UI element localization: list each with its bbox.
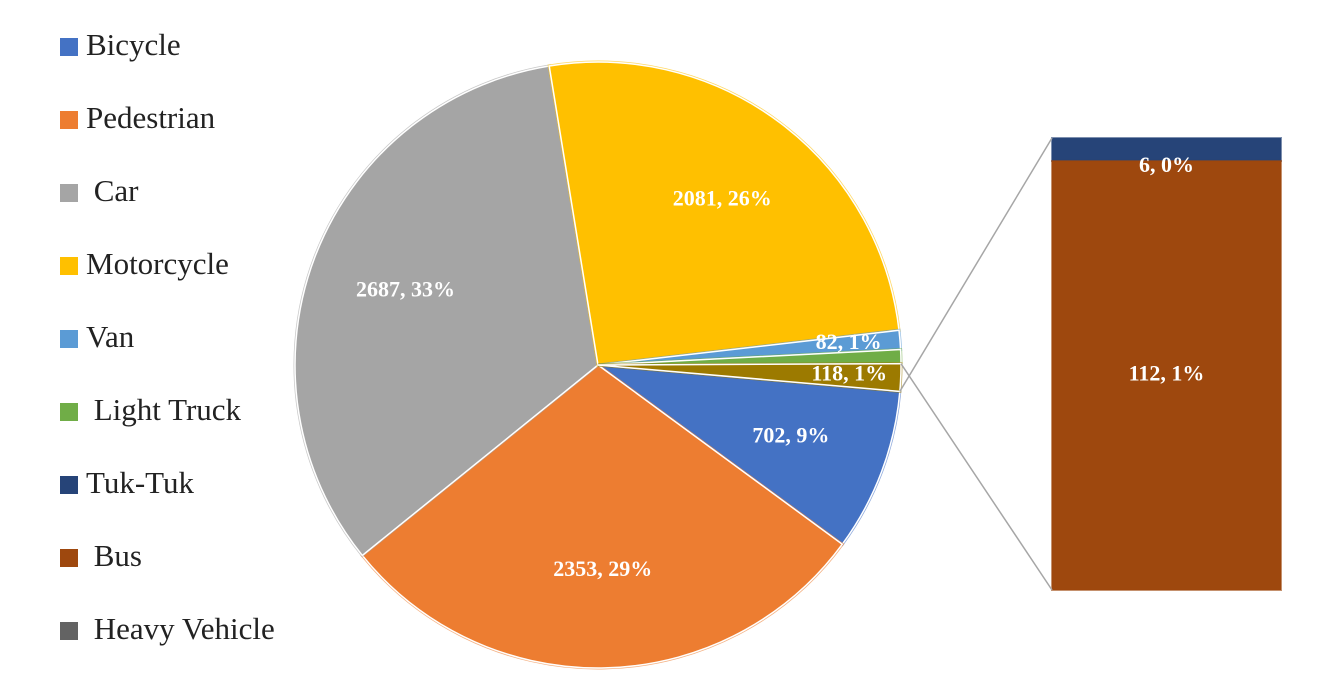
data-label: 2353, 29% bbox=[553, 556, 652, 581]
data-label: 82, 1% bbox=[816, 329, 882, 354]
legend-swatch bbox=[60, 622, 78, 640]
legend-label: Bicycle bbox=[86, 27, 181, 62]
pie-slice bbox=[547, 60, 901, 367]
legend-label: Bus bbox=[86, 538, 142, 573]
legend-swatch bbox=[60, 184, 78, 202]
legend-label: Van bbox=[86, 319, 135, 354]
legend-label: Pedestrian bbox=[86, 100, 216, 135]
connector-line bbox=[900, 363, 1053, 591]
data-label: 6, 0% bbox=[1139, 152, 1194, 177]
data-label: 702, 9% bbox=[752, 423, 829, 448]
data-label: 2687, 33% bbox=[356, 277, 455, 302]
legend-swatch bbox=[60, 38, 78, 56]
slice-edge bbox=[595, 364, 901, 546]
legend-label: Heavy Vehicle bbox=[86, 611, 275, 646]
legend-label: Car bbox=[86, 173, 139, 208]
slice-edge bbox=[361, 364, 844, 669]
bar-segment bbox=[1051, 159, 1282, 591]
data-label: 118, 1% bbox=[811, 360, 887, 385]
legend-swatch bbox=[60, 111, 78, 129]
legend-label: Motorcycle bbox=[86, 246, 229, 281]
legend-swatch bbox=[60, 549, 78, 567]
legend-label: Tuk-Tuk bbox=[86, 465, 195, 500]
data-label: 112, 1% bbox=[1129, 361, 1205, 386]
connector-line bbox=[899, 137, 1053, 392]
slice-edge bbox=[294, 65, 599, 557]
data-label: 2081, 26% bbox=[673, 186, 772, 211]
legend-swatch bbox=[60, 476, 78, 494]
legend-swatch bbox=[60, 330, 78, 348]
legend-swatch bbox=[60, 403, 78, 421]
legend-swatch bbox=[60, 257, 78, 275]
slice-edge bbox=[548, 61, 900, 366]
legend-label: Light Truck bbox=[86, 392, 242, 427]
